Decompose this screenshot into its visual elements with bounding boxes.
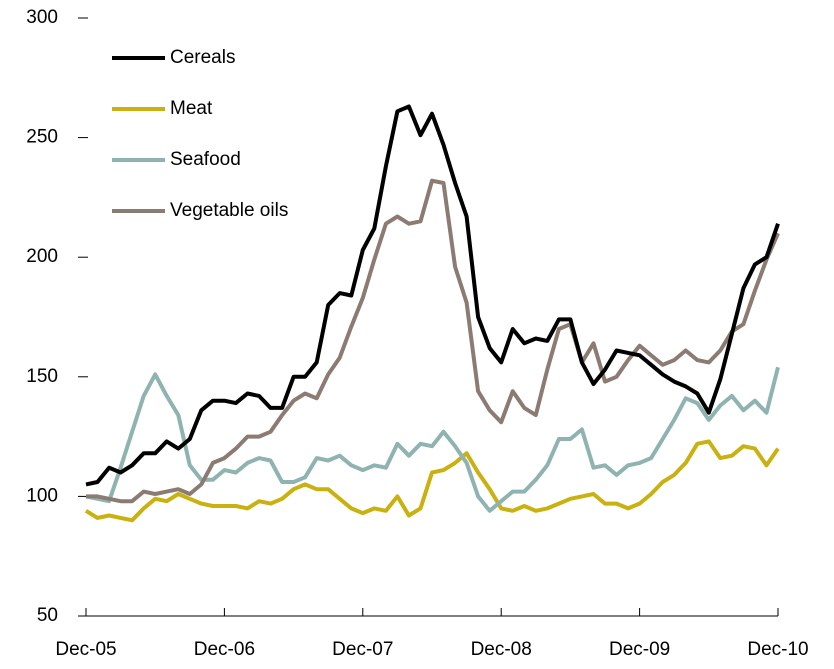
y-tick-label: 300 — [26, 7, 58, 28]
line-series — [85, 366, 780, 513]
legend-label: Seafood — [170, 149, 241, 170]
y-tick-label: 50 — [37, 605, 58, 626]
x-tick-label: Dec-08 — [471, 639, 532, 660]
legend-label: Meat — [170, 98, 213, 119]
line-series — [85, 104, 780, 487]
x-tick-label: Dec-10 — [747, 639, 808, 660]
line-series — [86, 178, 780, 504]
y-tick-label: 150 — [26, 366, 58, 387]
y-tick-label: 250 — [26, 127, 58, 148]
legend-label: Cereals — [170, 47, 235, 68]
x-tick-label: Dec-05 — [55, 639, 116, 660]
y-tick-label: 100 — [26, 485, 58, 506]
y-tick-label: 200 — [26, 246, 58, 267]
x-tick-label: Dec-06 — [194, 639, 255, 660]
legend-label: Vegetable oils — [170, 200, 288, 221]
x-tick-label: Dec-07 — [332, 639, 393, 660]
x-tick-label: Dec-09 — [609, 639, 670, 660]
line-series — [84, 439, 780, 523]
